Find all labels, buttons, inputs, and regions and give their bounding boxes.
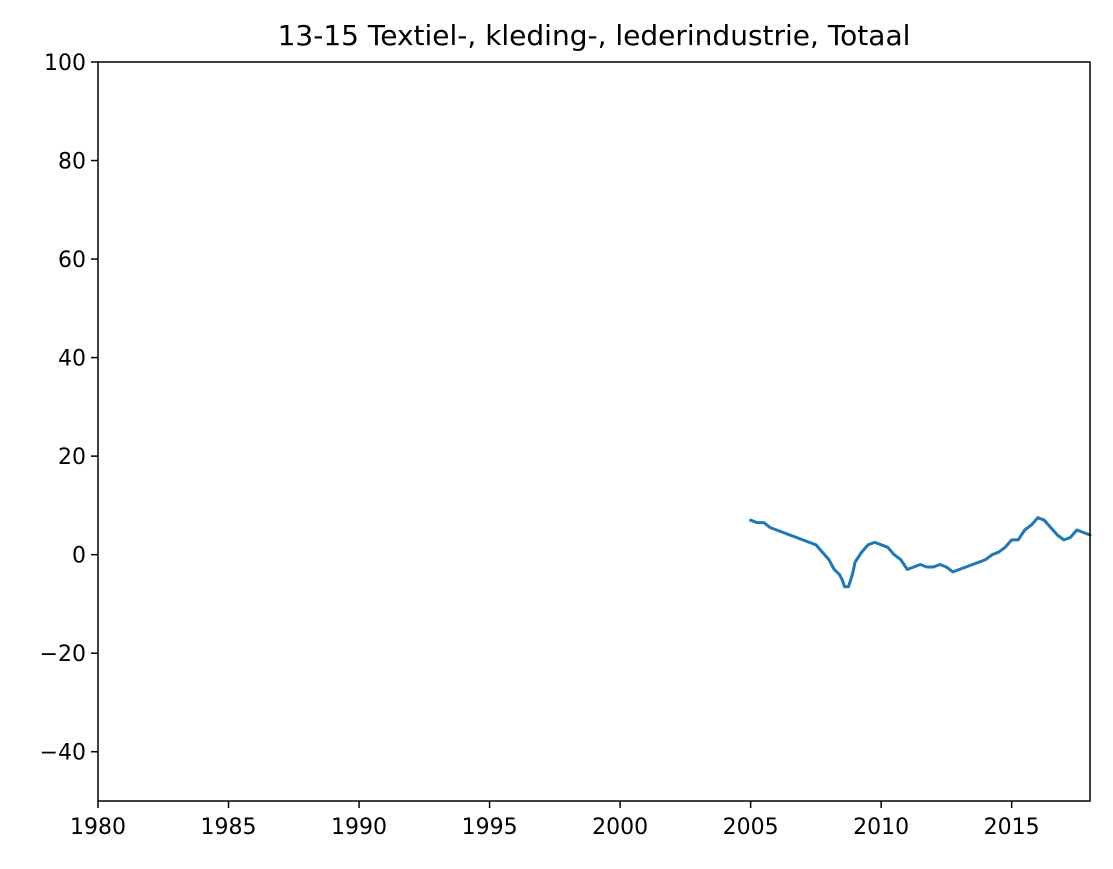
y-tick-label: 80 (58, 150, 86, 175)
chart-title: 13-15 Textiel-, kleding-, lederindustrie… (278, 19, 911, 52)
y-tick-label: −40 (40, 741, 86, 766)
x-tick-label: 2005 (723, 815, 779, 840)
x-tick-label: 2010 (853, 815, 909, 840)
y-tick-label: 40 (58, 347, 86, 372)
x-tick-label: 1980 (70, 815, 126, 840)
x-axis: 1980 1985 1990 1995 2000 2005 2010 2015 (70, 801, 1040, 840)
x-tick-label: 2000 (592, 815, 648, 840)
y-axis: −40 −20 0 20 40 60 80 100 (40, 51, 98, 766)
y-tick-label: 0 (72, 544, 86, 569)
y-tick-label: 20 (58, 445, 86, 470)
plot-area-frame (97, 61, 1091, 802)
x-tick-label: 2015 (984, 815, 1040, 840)
x-tick-label: 1990 (331, 815, 387, 840)
y-tick-label: 100 (44, 51, 86, 76)
x-tick-label: 1985 (201, 815, 257, 840)
y-tick-label: −20 (40, 642, 86, 667)
x-tick-label: 1995 (462, 815, 518, 840)
series-line (749, 516, 1092, 589)
plot-series-group (749, 516, 1092, 589)
y-tick-label: 60 (58, 248, 86, 273)
